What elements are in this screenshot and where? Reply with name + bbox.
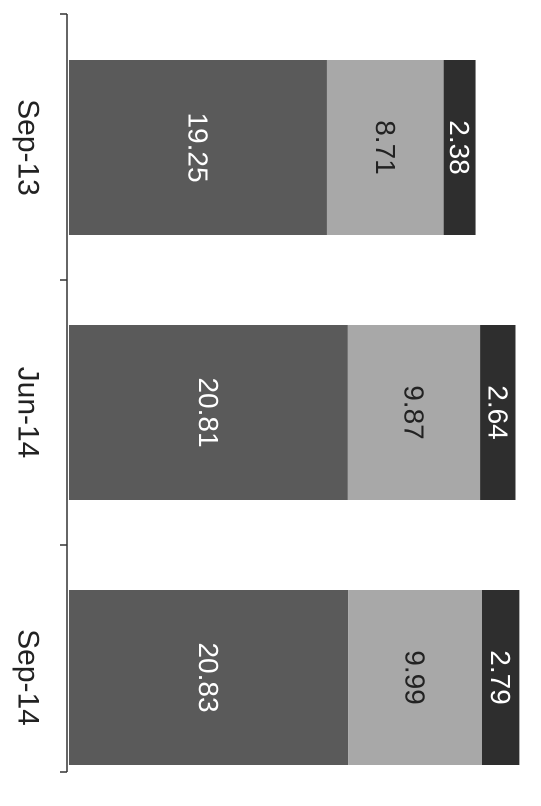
data-label-2-1: 9.99 — [400, 650, 431, 705]
bar-segment-1-1 — [347, 325, 481, 500]
bar-segment-2-0 — [69, 590, 349, 765]
category-label-1: Jun-14 — [12, 367, 45, 459]
bar-segment-2-2 — [481, 590, 520, 765]
bar-segment-0-2 — [443, 60, 476, 235]
bar-segment-2-1 — [348, 590, 482, 765]
bar-segment-0-1 — [326, 60, 444, 235]
bar-segment-1-0 — [69, 325, 348, 500]
data-label-1-2: 2.64 — [482, 385, 513, 440]
category-label-0: Sep-13 — [12, 99, 45, 196]
data-label-0-2: 2.38 — [444, 120, 475, 175]
data-label-1-0: 20.81 — [193, 377, 224, 447]
bar-segment-1-2 — [480, 325, 516, 500]
data-label-0-1: 8.71 — [370, 120, 401, 175]
data-label-2-0: 20.83 — [193, 642, 224, 712]
category-label-2: Sep-14 — [12, 629, 45, 726]
data-label-0-0: 19.25 — [182, 112, 213, 182]
bar-segment-0-0 — [69, 60, 327, 235]
data-label-2-2: 2.79 — [485, 650, 516, 705]
data-label-1-1: 9.87 — [398, 385, 429, 440]
